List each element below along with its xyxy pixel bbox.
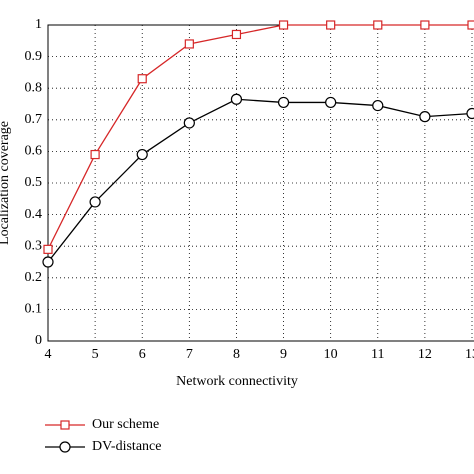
y-tick-label: 0.1 <box>25 302 43 317</box>
legend-label: Our scheme <box>92 417 159 432</box>
point <box>325 96 337 109</box>
y-tick-label: 0.5 <box>25 175 43 190</box>
line <box>47 98 473 263</box>
point <box>278 20 289 30</box>
y-tick-label: 0.8 <box>25 80 43 95</box>
y-tick-label: 0.7 <box>25 112 43 127</box>
point <box>230 93 243 105</box>
x-axis-label: Network connectivity <box>176 374 298 389</box>
legend-marker <box>59 441 71 453</box>
x-tick-label: 4 <box>45 347 52 362</box>
point <box>466 107 474 120</box>
x-tick-label: 7 <box>186 347 193 362</box>
point <box>419 111 431 123</box>
point <box>373 20 383 30</box>
y-tick-label: 1 <box>35 17 42 32</box>
legend-label: DV-distance <box>92 439 161 454</box>
x-tick-label: 10 <box>324 347 338 362</box>
y-tick-label: 0.6 <box>25 144 43 159</box>
x-tick-label: 12 <box>418 347 432 362</box>
y-tick-label: 0.3 <box>25 238 43 253</box>
line <box>47 24 472 250</box>
point <box>231 29 242 40</box>
x-tick-label: 11 <box>371 347 384 362</box>
x-tick-label: 8 <box>233 347 240 362</box>
point <box>184 39 194 49</box>
x-tick-label: 5 <box>92 347 99 362</box>
point <box>89 196 101 208</box>
point <box>137 74 147 84</box>
point <box>183 117 195 129</box>
point <box>42 256 54 268</box>
point <box>326 20 336 30</box>
point <box>372 99 384 112</box>
point <box>467 20 474 30</box>
y-tick-label: 0.2 <box>25 270 43 285</box>
legend-marker <box>60 420 70 430</box>
point <box>136 148 148 161</box>
point <box>420 20 430 30</box>
point <box>277 96 290 109</box>
y-tick-label: 0.4 <box>25 207 43 222</box>
y-tick-label: 0.9 <box>25 49 43 64</box>
y-axis-label: Localization coverage <box>0 121 12 245</box>
x-tick-label: 9 <box>280 347 287 362</box>
x-tick-label: 13 <box>465 347 474 362</box>
point <box>90 149 100 160</box>
y-tick-label: 0 <box>35 333 42 348</box>
x-tick-label: 6 <box>139 347 146 362</box>
point <box>43 244 53 254</box>
plot-frame <box>47 24 474 342</box>
